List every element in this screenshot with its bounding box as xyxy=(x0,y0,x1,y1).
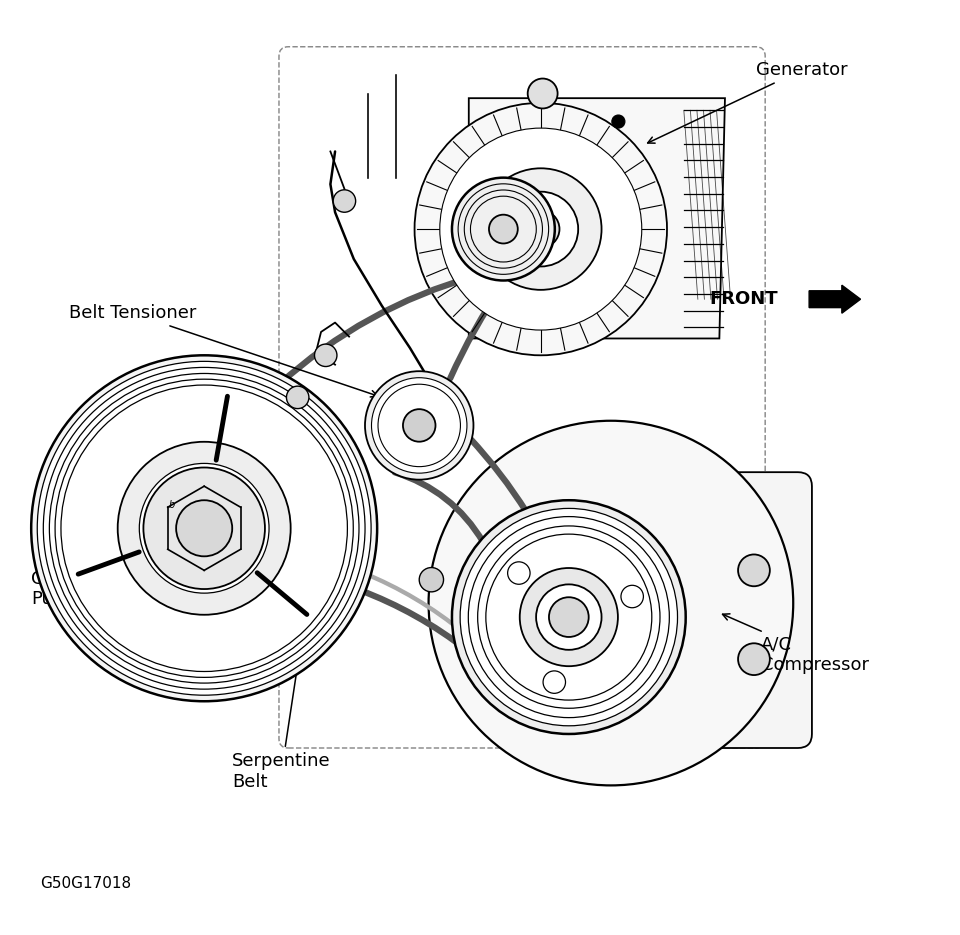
Text: Crankshaft
Pulley: Crankshaft Pulley xyxy=(31,531,154,609)
Text: Belt Tensioner: Belt Tensioner xyxy=(68,304,377,397)
Text: FRONT: FRONT xyxy=(709,290,778,309)
Circle shape xyxy=(143,468,265,589)
Circle shape xyxy=(528,79,558,108)
FancyArrow shape xyxy=(809,285,860,313)
Circle shape xyxy=(372,378,467,473)
Circle shape xyxy=(415,103,667,355)
Circle shape xyxy=(428,421,793,785)
FancyBboxPatch shape xyxy=(545,472,812,748)
Circle shape xyxy=(452,500,685,734)
Circle shape xyxy=(522,210,560,248)
Circle shape xyxy=(139,464,269,593)
Text: b: b xyxy=(168,500,175,510)
Text: Serpentine
Belt: Serpentine Belt xyxy=(232,608,331,791)
Circle shape xyxy=(176,500,232,556)
Circle shape xyxy=(486,534,652,700)
Circle shape xyxy=(55,380,353,677)
Circle shape xyxy=(478,525,660,709)
Circle shape xyxy=(286,386,309,409)
Circle shape xyxy=(452,178,555,280)
Circle shape xyxy=(738,643,770,675)
Circle shape xyxy=(420,568,444,592)
Circle shape xyxy=(403,410,436,441)
Circle shape xyxy=(503,192,578,266)
Circle shape xyxy=(543,671,565,694)
Circle shape xyxy=(508,562,530,584)
Circle shape xyxy=(519,568,618,666)
Circle shape xyxy=(536,584,602,650)
Text: Generator: Generator xyxy=(648,61,848,143)
Circle shape xyxy=(365,371,473,480)
Text: A/C
Compressor: A/C Compressor xyxy=(723,614,869,674)
Circle shape xyxy=(333,190,355,212)
Circle shape xyxy=(118,441,291,615)
Circle shape xyxy=(468,516,669,718)
Circle shape xyxy=(43,367,365,689)
Circle shape xyxy=(378,384,461,467)
Circle shape xyxy=(37,361,372,696)
Circle shape xyxy=(621,585,643,608)
Circle shape xyxy=(440,128,641,330)
Circle shape xyxy=(315,344,337,367)
Circle shape xyxy=(480,168,602,290)
Circle shape xyxy=(612,115,625,128)
Circle shape xyxy=(60,385,348,671)
Circle shape xyxy=(31,355,377,701)
Circle shape xyxy=(549,597,588,637)
Circle shape xyxy=(489,215,517,243)
Polygon shape xyxy=(468,98,725,338)
Circle shape xyxy=(49,373,359,683)
Circle shape xyxy=(460,509,678,726)
Text: G50G17018: G50G17018 xyxy=(40,876,132,891)
Circle shape xyxy=(738,554,770,586)
